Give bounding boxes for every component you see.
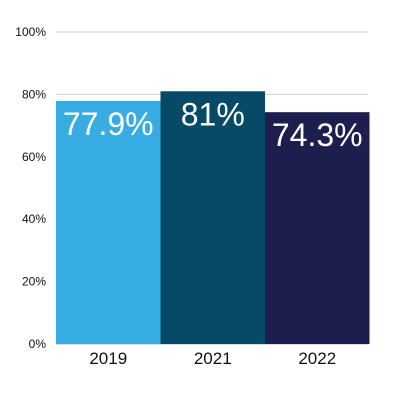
x-category-label-2022: 2022 [298,349,336,368]
bars [56,91,370,345]
y-tick-label: 20% [22,275,46,289]
y-tick-label: 80% [22,87,46,101]
y-tick-label: 40% [22,212,46,226]
bar-2019 [56,100,161,345]
y-tick-label: 0% [29,337,47,351]
data-label-2021: 81% [181,96,245,132]
x-category-label-2019: 2019 [89,349,127,368]
y-tick-label: 60% [22,150,46,164]
y-tick-label: 100% [15,25,46,39]
x-axis-categories: 2019 2021 2022 [89,349,336,368]
bar-2021 [160,91,265,344]
data-labels: 77.9% 81% 74.3% [63,96,363,153]
bar-2022 [265,112,370,345]
data-label-2019: 77.9% [63,106,154,142]
y-axis-ticks: 0% 20% 40% 60% 80% 100% [15,25,46,351]
data-label-2022: 74.3% [272,117,363,153]
x-category-label-2021: 2021 [194,349,232,368]
